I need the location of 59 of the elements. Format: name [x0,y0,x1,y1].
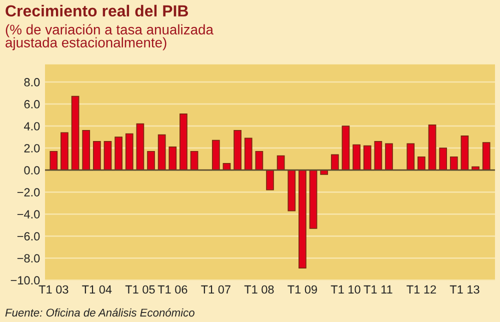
x-tick-label: T1 03 [38,285,68,294]
bar [136,123,144,170]
bar [244,138,252,170]
bar [428,124,436,170]
y-tick-label: −2.0 [17,188,40,196]
bar [114,136,122,170]
bar [147,150,155,170]
x-tick-label: T1 08 [244,285,274,294]
bar [309,170,318,229]
bar [363,145,372,170]
bar [92,141,101,170]
x-tick-label: T1 05 [125,285,155,294]
bar [460,136,469,170]
bar [385,143,393,170]
bar [71,96,80,170]
bar [255,150,264,170]
bar [439,148,448,170]
bar [158,134,166,170]
bar [482,142,490,170]
chart-subtitle: (% de variación a tasa anualizada ajustada estacionalmente) [6,24,214,50]
bar [82,130,90,170]
bar [266,170,274,190]
bar [60,132,68,170]
bar [180,114,188,170]
x-tick-label: T1 10 [330,285,360,294]
bar [418,156,426,170]
bar [330,154,339,170]
bar [212,140,220,170]
bar [234,130,242,170]
x-tick-label: T1 07 [201,285,230,294]
x-tick-label: T1 04 [82,285,112,294]
bar [288,170,296,212]
bar [406,143,415,170]
y-tick-label: −4.0 [17,210,40,218]
bar [374,141,382,170]
y-tick-label: 2.0 [24,144,40,152]
bar [190,150,198,170]
bar [50,150,58,170]
bar [125,133,134,170]
y-tick-label: −8.0 [17,254,40,263]
bar [352,144,360,170]
bar [298,170,306,268]
y-tick-label: 4.0 [24,122,40,130]
bar [104,141,112,170]
source-note: Fuente: Oficina de Análisis Económico [5,308,194,317]
bar [342,126,350,170]
y-tick-label: 0.0 [24,166,40,174]
y-tick-label: 8.0 [24,78,40,86]
y-tick-label: 6.0 [24,100,40,108]
x-tick-label: T1 12 [406,285,436,294]
bar [168,146,177,170]
bar [450,156,458,170]
y-tick-label: −10.0 [10,276,40,285]
y-tick-label: −6.0 [17,232,40,241]
chart-title: Crecimiento real del PIB [6,4,188,17]
x-tick-label: T1 06 [158,285,188,294]
x-tick-label: T1 11 [364,285,392,294]
x-tick-label: T1 09 [288,285,317,294]
x-tick-label: T1 13 [450,285,480,294]
